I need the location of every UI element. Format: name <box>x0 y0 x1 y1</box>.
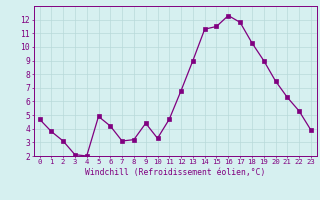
X-axis label: Windchill (Refroidissement éolien,°C): Windchill (Refroidissement éolien,°C) <box>85 168 265 177</box>
